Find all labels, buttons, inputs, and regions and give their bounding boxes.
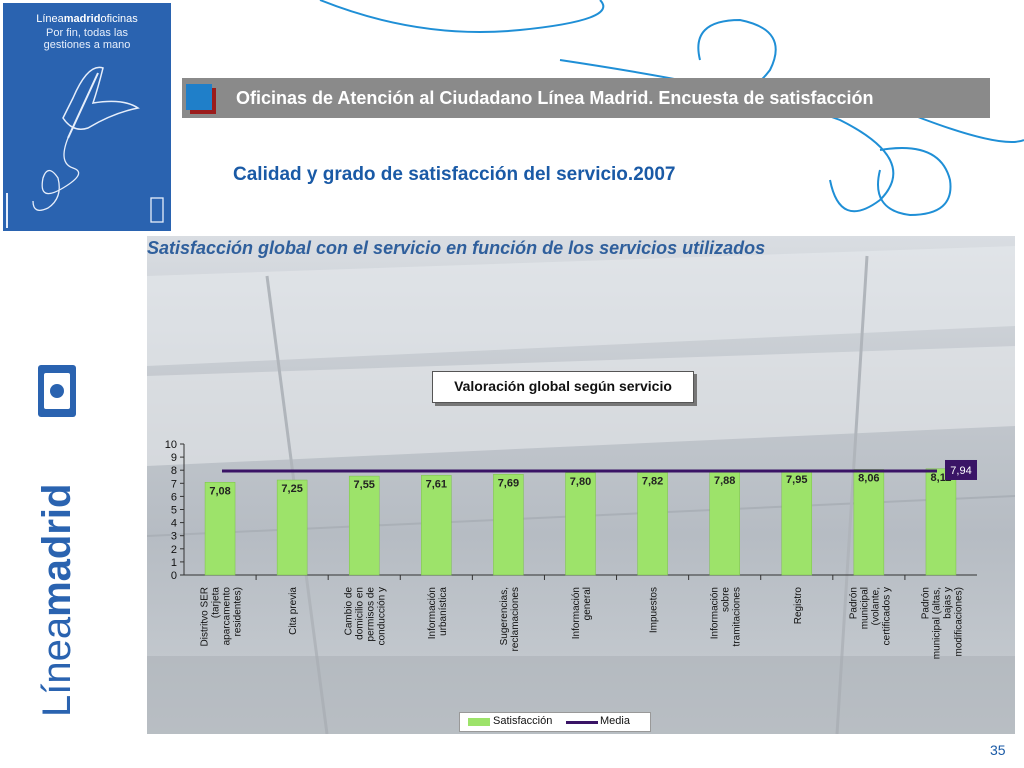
x-category-label-line: (volante, bbox=[870, 587, 881, 625]
y-tick-label: 8 bbox=[171, 465, 177, 477]
header-square-icon bbox=[186, 84, 212, 110]
x-category-label: Distritvo SER (tarjeta aparcamento resident… bbox=[200, 587, 244, 647]
x-category-label-line: certificados y bbox=[881, 587, 892, 645]
cover-brand: Líneamadridoficinas bbox=[36, 13, 138, 25]
svg-text:Líneamadrid: Líneamadrid bbox=[35, 484, 79, 717]
x-category-label-line: municipal (altas, bbox=[931, 587, 942, 659]
x-category-label-line: Información bbox=[710, 587, 721, 639]
y-tick-label: 3 bbox=[171, 531, 177, 543]
bar bbox=[637, 472, 668, 576]
x-category-label: Cambio de domicilio en permisos de conducci… bbox=[344, 587, 388, 646]
x-category-label-line: Sugerencias, bbox=[499, 587, 510, 645]
media-label-box bbox=[945, 459, 977, 480]
x-category-label-line: permisos de bbox=[366, 587, 377, 642]
page-number: 35 bbox=[990, 742, 1006, 758]
x-category-label: Padrón municipal (volante, certificados y bbox=[848, 587, 892, 645]
bar-value-label: 7,61 bbox=[426, 478, 447, 490]
cover-image: Líneamadridoficinas Por fin, todas las g… bbox=[3, 3, 171, 231]
bar bbox=[781, 470, 813, 576]
x-category-label: Registro bbox=[793, 587, 804, 625]
legend-swatch-media bbox=[566, 721, 598, 724]
bar-value-label: 7,80 bbox=[570, 476, 591, 488]
x-category-label-line: residentes) bbox=[233, 587, 244, 636]
x-category-label-line: Cambio de bbox=[344, 587, 355, 636]
bar bbox=[493, 474, 524, 576]
x-category-label: Padrón municipal (altas, bajas y modificaci… bbox=[920, 587, 964, 659]
x-category-label-line: general bbox=[582, 587, 593, 620]
x-category-label: Información general bbox=[571, 587, 593, 639]
chart-title-box: Valoración global según servicio bbox=[432, 371, 694, 403]
x-category-label-line: sobre bbox=[721, 587, 732, 612]
bar-value-label: 7,08 bbox=[209, 485, 230, 497]
x-category-label-line: Impuestos bbox=[649, 587, 660, 633]
slide-subtitle: Calidad y grado de satisfacción del serv… bbox=[233, 164, 676, 185]
x-category-label-line: reclamaciones bbox=[510, 587, 521, 651]
y-tick-label: 2 bbox=[171, 544, 177, 556]
chart-title: Valoración global según servicio bbox=[454, 378, 672, 394]
y-tick-label: 9 bbox=[171, 452, 177, 464]
x-category-label: Información sobre tramitaciones bbox=[710, 587, 743, 647]
bar-value-label: 7,25 bbox=[281, 483, 302, 495]
x-category-label-line: Padrón bbox=[920, 587, 931, 619]
x-category-label-line: Registro bbox=[793, 587, 804, 625]
lineamadrid-logo: Líneamadrid bbox=[34, 365, 80, 725]
bar-value-label: 7,69 bbox=[498, 477, 519, 489]
bar bbox=[565, 472, 596, 576]
section-title: Satisfacción global con el servicio en f… bbox=[147, 238, 766, 258]
x-category-label-line: conducción y bbox=[377, 587, 388, 645]
bar-value-label: 7,55 bbox=[354, 479, 375, 491]
bar bbox=[348, 475, 380, 576]
x-category-label-line: Información bbox=[571, 587, 582, 639]
x-category-label-line: (tarjeta bbox=[211, 587, 222, 619]
x-category-label-line: tramitaciones bbox=[732, 587, 743, 646]
y-tick-label: 1 bbox=[171, 557, 177, 569]
legend-label-satisfaccion: Satisfacción bbox=[493, 715, 553, 727]
bar-value-label: 7,82 bbox=[642, 476, 663, 488]
bar bbox=[276, 479, 308, 576]
x-category-label-line: Cita previa bbox=[288, 587, 299, 635]
bar-value-label: 7,95 bbox=[786, 474, 807, 486]
x-category-label-line: Distritvo SER bbox=[200, 587, 211, 646]
y-tick-label: 5 bbox=[171, 505, 177, 517]
madrid-crest-icon: Líneamadrid bbox=[35, 365, 79, 717]
y-tick-label: 0 bbox=[171, 570, 177, 582]
legend-swatch-satisfaccion bbox=[468, 718, 490, 726]
chart-legend: Satisfacción Media bbox=[459, 712, 651, 732]
chart-panel: Satisfacción global con el servicio en f… bbox=[147, 236, 1015, 734]
x-category-label: Impuestos bbox=[649, 587, 660, 633]
x-category-label: Sugerencias, reclamaciones bbox=[499, 587, 521, 651]
x-category-label-line: bajas y bbox=[942, 587, 953, 619]
cover-tagline-2: gestiones a mano bbox=[43, 39, 131, 51]
x-category-label-line: urbanística bbox=[438, 587, 449, 636]
bar bbox=[853, 469, 885, 576]
cover-tagline-1: Por fin, todas las bbox=[46, 27, 128, 39]
y-tick-label: 10 bbox=[165, 439, 177, 451]
x-category-label-line: Padrón bbox=[848, 587, 859, 619]
header-title: Oficinas de Atención al Ciudadano Línea … bbox=[236, 88, 874, 108]
x-category-label-line: municipal bbox=[859, 587, 870, 629]
bar bbox=[709, 471, 740, 576]
media-value-label: 7,94 bbox=[950, 465, 971, 477]
y-tick-label: 7 bbox=[171, 478, 177, 490]
legend-label-media: Media bbox=[600, 715, 630, 727]
x-category-label: Cita previa bbox=[288, 587, 299, 635]
bar bbox=[421, 475, 452, 576]
y-tick-label: 4 bbox=[171, 518, 177, 530]
bar-value-label: 7,88 bbox=[714, 475, 735, 487]
x-category-label-line: aparcamento bbox=[222, 587, 233, 646]
y-tick-label: 6 bbox=[171, 491, 177, 503]
header-bar bbox=[182, 78, 990, 118]
decorative-swirls bbox=[319, 0, 1024, 217]
x-category-label-line: domicilio en bbox=[355, 587, 366, 640]
x-category-label-line: modificaciones) bbox=[953, 587, 964, 656]
bar bbox=[204, 482, 236, 576]
bar-value-label: 8,06 bbox=[858, 472, 879, 484]
x-category-label-line: Información bbox=[427, 587, 438, 639]
bar bbox=[925, 468, 957, 576]
logo-text-light: Línea bbox=[35, 616, 79, 717]
x-category-label: Información urbanística bbox=[427, 587, 449, 640]
logo-text-bold: madrid bbox=[35, 484, 79, 617]
hand-writing-illustration bbox=[6, 66, 164, 228]
